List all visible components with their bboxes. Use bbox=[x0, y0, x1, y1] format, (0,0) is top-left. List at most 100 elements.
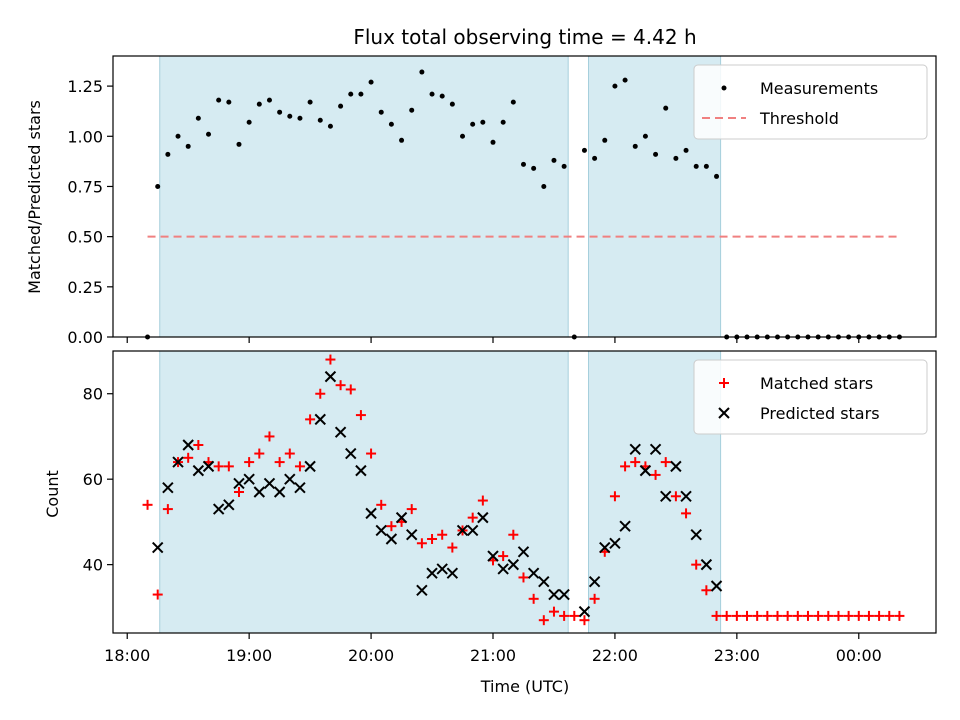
matched-star-point bbox=[752, 610, 763, 621]
bottom-axes: 40 60 80 18:00 19:00 20:00 21:00 22:00 23:00 00:0… bbox=[83, 350, 937, 665]
matched-star-point bbox=[823, 610, 834, 621]
measurement-point bbox=[317, 117, 323, 123]
matched-star-point bbox=[884, 610, 895, 621]
matched-star-point bbox=[853, 610, 864, 621]
measurement-point bbox=[592, 155, 598, 161]
matched-star-point bbox=[721, 610, 732, 621]
matched-star-point bbox=[802, 610, 813, 621]
x-axis-label: Time (UTC) bbox=[480, 677, 569, 696]
matched-star-point bbox=[193, 440, 204, 450]
matched-star-point bbox=[477, 495, 488, 506]
predicted-star-point bbox=[639, 464, 652, 477]
measurement-point bbox=[155, 183, 161, 189]
measurement-point bbox=[581, 147, 587, 153]
observing-interval-band bbox=[159, 55, 569, 338]
measurement-point bbox=[195, 115, 201, 121]
predicted-star-point bbox=[273, 486, 286, 498]
bottom-y-axis-label: Count bbox=[43, 470, 62, 518]
x-tick-label: 22:00 bbox=[592, 646, 638, 665]
legend-label: Matched stars bbox=[760, 374, 873, 393]
matched-star-point bbox=[355, 410, 366, 421]
predicted-star-point bbox=[660, 490, 672, 502]
matched-star-point bbox=[152, 589, 163, 600]
matched-star-point bbox=[874, 610, 885, 621]
y-tick-label: 1.00 bbox=[67, 127, 103, 146]
predicted-star-point bbox=[212, 503, 225, 515]
matched-star-point bbox=[142, 499, 153, 510]
measurement-point bbox=[561, 163, 567, 169]
legend-marker-matched bbox=[719, 378, 729, 388]
predicted-star-point bbox=[345, 447, 357, 460]
x-tick-label: 21:00 bbox=[470, 646, 516, 665]
observing-interval-band bbox=[159, 350, 569, 634]
predicted-star-point bbox=[263, 477, 276, 490]
matched-star-point bbox=[650, 469, 661, 480]
matched-star-point bbox=[335, 380, 346, 391]
measurement-point bbox=[480, 119, 486, 125]
bottom-plot-marks bbox=[142, 354, 905, 626]
matched-star-point bbox=[863, 610, 874, 621]
measurement-point bbox=[663, 105, 669, 111]
matched-star-point bbox=[701, 585, 712, 596]
top-y-axis-label: Matched/Predicted stars bbox=[25, 100, 44, 294]
predicted-star-point bbox=[700, 558, 713, 571]
predicted-star-point bbox=[629, 443, 641, 455]
predicted-star-point bbox=[548, 588, 560, 601]
predicted-star-point bbox=[649, 443, 662, 455]
predicted-star-point bbox=[406, 529, 418, 541]
y-tick-label: 80 bbox=[83, 385, 103, 404]
predicted-star-point bbox=[558, 588, 570, 601]
matched-star-point bbox=[589, 593, 600, 604]
predicted-star-point bbox=[375, 524, 387, 537]
measurement-point bbox=[439, 93, 445, 99]
measurement-point bbox=[703, 163, 709, 169]
predicted-star-point bbox=[416, 584, 428, 596]
predicted-star-point bbox=[436, 563, 448, 575]
matched-star-point bbox=[833, 610, 844, 621]
matched-star-point bbox=[518, 572, 529, 583]
measurement-point bbox=[551, 157, 557, 163]
flux-ratio-panel: Flux total observing time = 4.42 h Match… bbox=[25, 25, 937, 347]
predicted-star-point bbox=[680, 490, 692, 502]
matched-star-point bbox=[670, 491, 681, 502]
measurement-point bbox=[520, 161, 526, 167]
predicted-star-point bbox=[192, 464, 205, 477]
measurement-point bbox=[460, 133, 466, 139]
measurement-point bbox=[714, 173, 720, 179]
measurement-point bbox=[622, 77, 628, 83]
matched-star-point bbox=[406, 504, 417, 515]
chart-title: Flux total observing time = 4.42 h bbox=[353, 25, 696, 49]
predicted-star-point bbox=[538, 576, 550, 588]
matched-star-point bbox=[762, 610, 773, 621]
legend-label: Predicted stars bbox=[760, 404, 880, 423]
predicted-star-point bbox=[710, 580, 723, 592]
predicted-star-point bbox=[253, 486, 266, 498]
x-tick-label: 00:00 bbox=[836, 646, 882, 665]
matched-star-point bbox=[264, 431, 275, 442]
measurement-point bbox=[388, 121, 394, 127]
x-tick-label: 20:00 bbox=[348, 646, 394, 665]
legend-box bbox=[693, 359, 928, 435]
measurement-point bbox=[642, 133, 648, 139]
matched-star-point bbox=[274, 457, 285, 468]
matched-star-point bbox=[254, 448, 265, 459]
axes-frame bbox=[112, 350, 937, 634]
matched-star-point bbox=[813, 610, 824, 621]
predicted-star-point bbox=[182, 439, 194, 451]
measurement-point bbox=[287, 113, 293, 119]
matched-star-point bbox=[772, 610, 783, 621]
predicted-star-point bbox=[365, 507, 377, 520]
measurement-point bbox=[378, 109, 384, 115]
matched-star-point bbox=[792, 610, 803, 621]
predicted-star-point bbox=[446, 567, 459, 579]
predicted-star-point bbox=[202, 460, 215, 473]
matched-star-point bbox=[447, 542, 458, 553]
measurement-point bbox=[510, 99, 516, 105]
measurement-point bbox=[683, 147, 689, 153]
matched-star-point bbox=[569, 610, 580, 621]
y-tick-label: 0.00 bbox=[67, 328, 103, 347]
measurement-point bbox=[216, 97, 222, 103]
measurement-point bbox=[327, 123, 333, 129]
measurement-point bbox=[653, 151, 659, 157]
